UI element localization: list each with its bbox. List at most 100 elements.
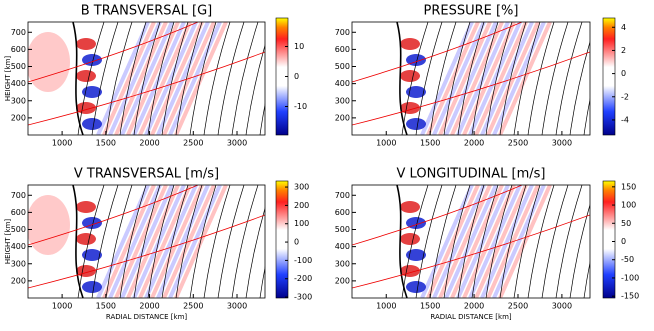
field-line — [541, 185, 569, 298]
field-background — [352, 185, 590, 298]
wave-stripe — [474, 22, 528, 135]
wave-stripe — [138, 22, 192, 135]
colorbar-tick-label: -10 — [294, 102, 307, 111]
x-tick-label: 2500 — [183, 302, 203, 311]
wave-stripe — [462, 22, 516, 135]
wave-stripe — [474, 185, 528, 298]
wave-stripe — [492, 185, 546, 298]
plot-frame — [27, 184, 266, 299]
wave-stripe — [450, 185, 504, 298]
colorbar-tick-label: -150 — [621, 292, 639, 301]
wave-stripe — [420, 22, 474, 135]
field-line — [231, 22, 259, 135]
field-background — [28, 22, 265, 135]
field-line — [513, 185, 541, 298]
field-line — [499, 22, 527, 135]
wave-stripe — [498, 185, 552, 298]
field-line — [429, 185, 457, 298]
field-image — [28, 22, 265, 135]
field-line — [259, 265, 265, 298]
wave-blob — [406, 86, 426, 98]
field-line — [396, 185, 408, 298]
colorbar-tick-label: 50 — [621, 219, 631, 228]
field-line — [245, 44, 265, 135]
y-tick-label: 200 — [335, 113, 350, 122]
panel-title: B TRANSVERSAL [G] — [81, 4, 213, 19]
wave-stripe — [102, 185, 156, 298]
panel: 1000 1500 2000 2500 3000 200 300 400 500 600 700 PR… — [335, 4, 629, 148]
x-tick-label: 2000 — [464, 139, 484, 148]
x-tick-label: 2000 — [139, 302, 159, 311]
y-tick-label: 600 — [11, 208, 26, 217]
x-tick-label: 2500 — [508, 302, 528, 311]
field-line — [203, 22, 231, 135]
x-tick-label: 3000 — [227, 139, 247, 148]
wave-stripe — [144, 185, 198, 298]
colorbar-tick-label: -50 — [621, 255, 634, 264]
field-background — [352, 22, 590, 135]
wave-blob — [406, 118, 426, 130]
wave-stripe — [444, 185, 498, 298]
wave-blob — [400, 201, 420, 213]
wave-blob — [28, 195, 70, 255]
y-tick-label: 300 — [11, 259, 26, 268]
wave-stripe — [168, 22, 222, 135]
wave-blob — [400, 233, 420, 245]
field-line — [457, 22, 485, 135]
x-tick-label: 1000 — [376, 139, 396, 148]
field-line — [527, 185, 555, 298]
wave-stripe — [426, 185, 480, 298]
colorbar-tick-label: 200 — [294, 201, 309, 210]
panel-title: V TRANSVERSAL [m/s] — [74, 167, 219, 182]
field-line — [231, 185, 259, 298]
panel-title: V LONGITUDINAL [m/s] — [397, 167, 546, 182]
field-line — [161, 22, 189, 135]
field-line — [203, 185, 231, 298]
contour-line — [352, 22, 523, 83]
field-line — [415, 22, 443, 135]
wave-blob — [76, 201, 96, 213]
field-image — [352, 185, 590, 298]
colorbar-tick-label: -100 — [621, 273, 639, 282]
panel-title: PRESSURE [%] — [424, 4, 519, 19]
wave-stripe — [174, 185, 228, 298]
wave-stripe — [96, 185, 150, 298]
y-tick-label: 600 — [335, 45, 350, 54]
x-tick-label: 1500 — [96, 139, 116, 148]
field-line — [471, 22, 499, 135]
colorbar-tick-label: -300 — [294, 293, 312, 302]
y-tick-label: 600 — [335, 208, 350, 217]
wave-stripe — [132, 185, 186, 298]
field-line — [569, 203, 590, 298]
field-line — [147, 22, 175, 135]
wave-blob — [400, 38, 420, 50]
contour-line — [352, 214, 590, 289]
field-line — [175, 22, 203, 135]
field-line — [485, 185, 513, 298]
wave-stripe — [420, 185, 474, 298]
field-line — [72, 22, 84, 135]
field-line — [91, 185, 119, 298]
colorbar-tick-label: 2 — [621, 46, 626, 55]
colorbar-tick-label: 150 — [621, 182, 636, 191]
wave-stripe — [102, 22, 156, 135]
wave-blob — [76, 233, 96, 245]
y-tick-label: 500 — [335, 225, 350, 234]
plot-frame — [351, 21, 591, 136]
y-tick-label: 400 — [11, 242, 26, 251]
field-line — [161, 185, 189, 298]
x-tick-label: 2000 — [139, 139, 159, 148]
wave-blob — [82, 217, 102, 229]
y-tick-label: 200 — [11, 276, 26, 285]
y-tick-label: 500 — [335, 62, 350, 71]
colorbar-tick-label: 300 — [294, 183, 309, 192]
y-tick-label: 500 — [11, 62, 26, 71]
wave-stripe — [480, 185, 534, 298]
plot-frame — [27, 21, 266, 136]
wave-blob — [82, 118, 102, 130]
field-line — [119, 185, 147, 298]
field-line — [259, 102, 265, 135]
panel: 1000 1500 2000 2500 3000200300400500600700V … — [4, 167, 312, 322]
field-line — [189, 22, 217, 135]
